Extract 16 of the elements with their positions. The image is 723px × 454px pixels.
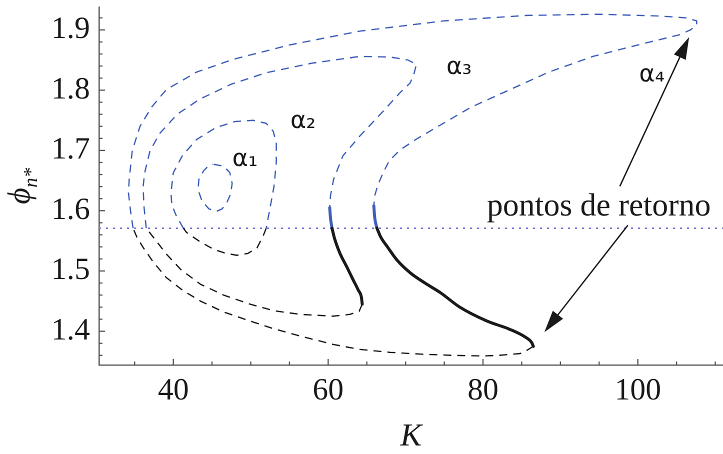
annotation: α₄ xyxy=(639,59,665,88)
x-axis-title: K xyxy=(399,416,424,452)
x-tick-label: 40 xyxy=(158,372,189,407)
x-tick-label: 60 xyxy=(312,372,344,407)
y-tick-label: 1.4 xyxy=(51,311,90,346)
y-tick-label: 1.8 xyxy=(51,70,90,106)
annotation: pontos de retorno xyxy=(486,186,711,222)
y-tick-label: 1.9 xyxy=(51,10,90,46)
annotation: α₁ xyxy=(232,144,258,172)
y-tick-label: 1.5 xyxy=(51,251,90,286)
y-tick-label: 1.6 xyxy=(51,190,90,226)
annotation: α₃ xyxy=(446,52,472,80)
annotation: α₂ xyxy=(290,106,316,134)
y-tick-label: 1.7 xyxy=(51,130,90,166)
x-tick-label: 100 xyxy=(614,372,662,407)
x-tick-label: 80 xyxy=(468,372,498,407)
